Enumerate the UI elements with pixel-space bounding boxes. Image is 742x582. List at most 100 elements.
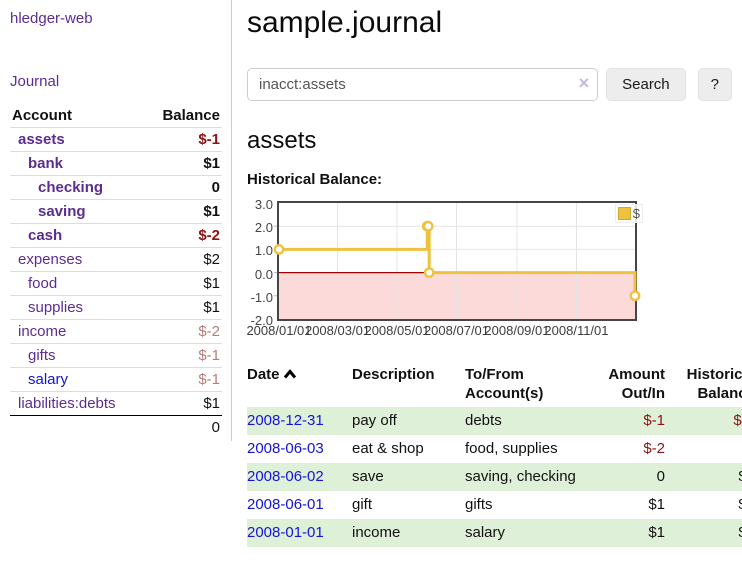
transaction-accounts: salary [465,524,506,541]
transaction-date-link[interactable]: 2008-12-31 [247,412,324,429]
app-window: hledger-web Journal Account Balance asse… [10,0,742,547]
transaction-balance: $2 [665,463,742,491]
y-axis-tick-label: 0.0 [254,266,273,282]
register-row: 2008-06-02 save saving, checking 0$2 [247,463,742,491]
transaction-date-cell: 2008-06-03 [247,435,352,463]
transaction-balance: 0 [665,435,742,463]
y-axis-tick-label: 3.0 [254,197,273,212]
x-axis-tick-label: 2008/07/01 [423,323,490,338]
account-balance: $-1 [198,131,220,148]
register-row: 2008-01-01 income salary $1$1 [247,519,742,547]
x-axis-tick-label: 2008/03/01 [304,323,371,338]
account-balance: 0 [144,175,222,200]
historical-balance-chart[interactable]: $ 3.0 2.0 1.0 0.0 -1.0 -2.0 2008/01/01 2008/03/… [246,197,647,341]
account-row: salary $-1 [10,367,222,392]
y-axis-tick-label: 1.0 [254,243,273,259]
sidebar-account-link[interactable]: supplies [28,299,84,316]
account-row: food $1 [10,271,222,296]
transaction-amount: $-2 [643,440,665,457]
account-balance: $1 [144,199,222,224]
register-col-header: Historical Balance [686,366,742,402]
register-row: 2008-06-01 gift gifts $1$2 [247,491,742,519]
sidebar-account-link[interactable]: food [28,275,58,292]
account-balance: $2 [144,247,222,272]
transaction-accounts: gifts [465,496,493,513]
transaction-amount: $1 [648,496,665,513]
transaction-accounts: debts [465,412,502,429]
register-table: Date Description To/From Account(s) Amount … [247,363,742,547]
accounts-total-row: 0 [10,415,222,439]
account-row: bank $1 [10,151,222,176]
transaction-date-cell: 2008-06-02 [247,463,352,491]
transaction-date-link[interactable]: 2008-06-01 [247,496,324,513]
clear-search-icon[interactable]: × [578,73,590,93]
accounts-total-value: 0 [144,415,222,439]
help-button[interactable]: ? [697,68,732,101]
transaction-date-link[interactable]: 2008-01-01 [247,524,324,541]
sidebar-account-link[interactable]: assets [18,131,65,148]
account-balance: $-1 [144,343,222,368]
transaction-date-cell: 2008-06-01 [247,491,352,519]
chart-plot-area[interactable] [273,201,641,321]
register-col-header[interactable]: Date [247,363,352,407]
sidebar-account-link[interactable]: expenses [18,251,83,268]
transaction-balance: $2 [665,491,742,519]
accounts-table: Account Balance assets $-1 bank $1 checking 0… [10,104,222,439]
account-row: expenses $2 [10,247,222,272]
sidebar-account-link[interactable]: salary [28,371,69,388]
x-axis-tick-label: 2008/05/01 [364,323,430,338]
y-axis-tick-label: -1.0 [250,289,273,305]
account-row: liabilities:debts $1 [10,391,222,416]
transaction-accounts: saving, checking [465,468,576,485]
transaction-balance: $1 [665,519,742,547]
account-balance: $1 [144,391,222,416]
sidebar-account-link[interactable]: gifts [28,347,56,364]
transaction-description: eat & shop [352,440,424,457]
account-balance: $1 [144,151,222,176]
transaction-amount: 0 [656,468,665,485]
chart-legend: $ [614,204,643,223]
account-balance: $1 [144,271,222,296]
y-axis-tick-label: -2.0 [250,313,273,328]
accounts-header-balance: Balance [144,104,222,128]
search-input[interactable] [247,68,599,101]
chart-canvas [273,203,641,319]
sidebar-account-link[interactable]: cash [28,227,63,244]
sidebar-item-journal[interactable]: Journal [10,73,60,90]
transaction-amount: $-1 [643,412,665,429]
legend-swatch-icon [617,207,631,220]
search-button[interactable]: Search [606,68,686,101]
page-title: sample.journal [247,6,443,39]
account-row: assets $-1 [10,128,222,152]
account-balance: $-1 [144,367,222,392]
sidebar-account-link[interactable]: checking [38,179,104,196]
account-balance: $1 [144,295,222,320]
account-balance: $-2 [144,223,222,248]
account-row: cash $-2 [10,223,222,248]
transaction-description: gift [352,496,373,513]
account-row: supplies $1 [10,295,222,320]
search-bar: × Search ? [247,68,732,101]
transaction-date-link[interactable]: 2008-06-03 [247,440,324,457]
account-balance: $-2 [144,319,222,344]
x-axis-tick-label: 2008/11/01 [544,323,609,338]
app-title-link[interactable]: hledger-web [10,10,93,27]
transaction-description: pay off [352,412,397,429]
sort-ascending-icon [283,369,296,379]
chart-title: Historical Balance: [247,171,383,188]
register-col-header: Amount Out/In [608,366,665,402]
register-col-header: To/From Account(s) [465,366,544,402]
transaction-amount: $1 [648,524,665,541]
sidebar-account-link[interactable]: saving [38,203,86,220]
x-axis-tick-label: 2008/09/01 [484,323,550,338]
transaction-balance: $-1 [733,412,742,429]
transaction-date-link[interactable]: 2008-06-02 [247,468,324,485]
sidebar-account-link[interactable]: income [18,323,67,340]
legend-label: $ [632,206,640,221]
register-row: 2008-12-31 pay off debts $-1 $-1 [247,407,742,435]
account-row: gifts $-1 [10,343,222,368]
sidebar-account-link[interactable]: liabilities:debts [18,395,116,412]
transaction-date-cell: 2008-01-01 [247,519,352,547]
sidebar-account-link[interactable]: bank [28,155,64,172]
transaction-description: save [352,468,384,485]
